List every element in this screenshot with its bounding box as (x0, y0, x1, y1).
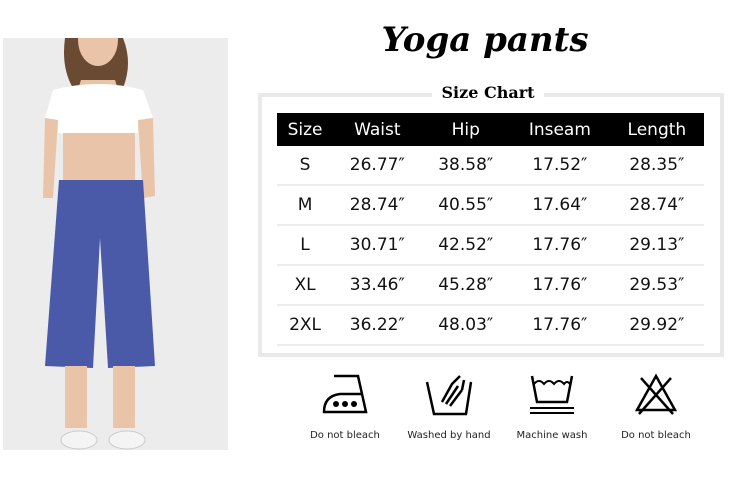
care-item: Do not bleach (601, 372, 711, 441)
table-cell: 17.76″ (509, 305, 610, 346)
table-row: L 30.71″ 42.52″ 17.76″ 29.13″ (277, 225, 704, 266)
table-cell: 28.35″ (609, 146, 704, 186)
care-item: Washed by hand (394, 372, 504, 441)
table-cell: 17.52″ (509, 146, 610, 186)
table-cell: 26.77″ (333, 146, 422, 186)
care-label: Do not bleach (310, 430, 380, 441)
table-header-row: Size Waist Hip Inseam Length (277, 113, 704, 146)
product-photo-panel (3, 14, 228, 450)
column-header: Hip (421, 113, 510, 146)
care-label: Do not bleach (621, 430, 691, 441)
size-chart-table: Size Waist Hip Inseam Length S 26.77″ 38.5… (277, 113, 704, 346)
no-bleach-icon (634, 373, 678, 415)
care-item: Do not bleach (290, 372, 400, 441)
hand-wash-icon (425, 375, 473, 416)
table-cell: M (277, 185, 334, 226)
table-row: 2XL 36.22″ 48.03″ 17.76″ 29.92″ (277, 305, 704, 346)
table-cell: 17.76″ (509, 225, 610, 266)
table-row: S 26.77″ 38.58″ 17.52″ 28.35″ (277, 146, 704, 186)
table-cell: 29.53″ (609, 265, 704, 306)
table-cell: L (277, 225, 334, 266)
table-cell: 40.55″ (421, 185, 510, 226)
table-cell: 17.76″ (509, 265, 610, 306)
table-cell: 17.64″ (509, 185, 610, 226)
table-cell: 29.13″ (609, 225, 704, 266)
care-label: Machine wash (516, 430, 588, 441)
table-row: M 28.74″ 40.55″ 17.64″ 28.74″ (277, 185, 704, 226)
table-cell: 36.22″ (333, 305, 422, 346)
product-title: Yoga pants (381, 20, 589, 60)
table-cell: 29.92″ (609, 305, 704, 346)
table-cell: 30.71″ (333, 225, 422, 266)
table-cell: 28.74″ (609, 185, 704, 226)
table-cell: 45.28″ (421, 265, 510, 306)
model-photo (43, 14, 155, 450)
table-cell: 2XL (277, 305, 334, 346)
column-header: Size (277, 113, 334, 146)
table-cell: 48.03″ (421, 305, 510, 346)
table-row: XL 33.46″ 45.28″ 17.76″ 29.53″ (277, 265, 704, 306)
table-cell: 28.74″ (333, 185, 422, 226)
care-label: Washed by hand (407, 430, 491, 441)
column-header: Waist (333, 113, 422, 146)
column-header: Length (609, 113, 704, 146)
table-cell: 33.46″ (333, 265, 422, 306)
iron-icon (322, 374, 368, 414)
table-cell: S (277, 146, 334, 186)
table-cell: 38.58″ (421, 146, 510, 186)
care-item: Machine wash (497, 372, 607, 441)
machine-wash-icon (530, 375, 574, 414)
column-header: Inseam (509, 113, 610, 146)
size-chart-title: Size Chart (432, 82, 544, 104)
table-cell: 42.52″ (421, 225, 510, 266)
table-cell: XL (277, 265, 334, 306)
